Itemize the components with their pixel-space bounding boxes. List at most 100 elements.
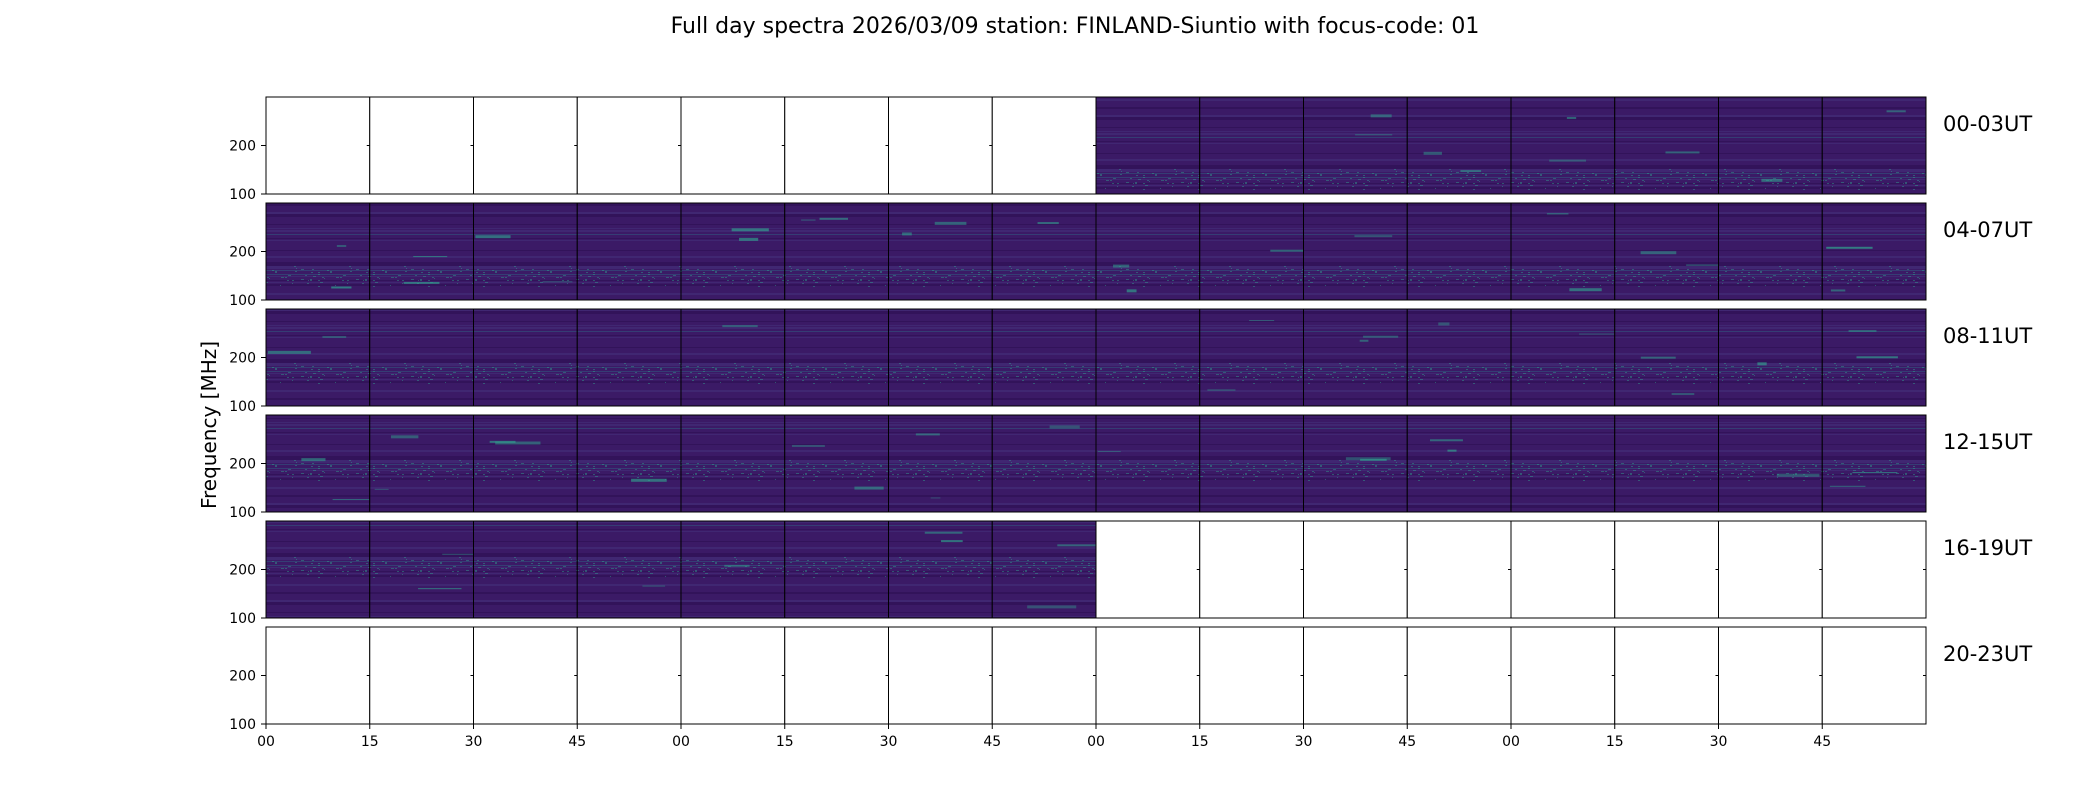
spectrum-fill: [1199, 415, 1304, 512]
spectrum-panel: [1199, 626, 1304, 725]
spectrum-fill: [473, 521, 578, 618]
spectrum-fill: [266, 309, 370, 406]
spectrum-fill: [266, 203, 370, 300]
spectrum-fill: [1614, 415, 1719, 512]
spectrum-panel: [1303, 202, 1408, 301]
emission-feature: [854, 486, 884, 490]
spectrum-panel: [1406, 96, 1512, 195]
spectrum-fill: [1511, 97, 1615, 194]
spectrum-panel: [369, 520, 474, 619]
spectrum-fill: [888, 309, 993, 406]
spectrum-panel: [1821, 520, 1927, 619]
spectrum-panel: [680, 626, 786, 725]
emission-feature: [1776, 473, 1820, 477]
empty-panel: [1511, 627, 1615, 724]
empty-panel: [577, 627, 681, 724]
empty-panel: [681, 97, 785, 194]
spectrum-panel: [888, 626, 993, 725]
spectrum-panel: [680, 202, 786, 301]
emission-feature: [1569, 288, 1602, 292]
x-tick-label: 00: [257, 734, 275, 750]
empty-panel: [369, 627, 474, 724]
emission-feature: [1097, 451, 1121, 453]
spectrum-panel: [1095, 96, 1201, 195]
emission-feature: [930, 497, 941, 499]
emission-feature: [322, 335, 347, 338]
spectrum-panel: [369, 96, 474, 195]
spectrum-panel: [991, 626, 1097, 725]
spectrum-fill: [369, 309, 474, 406]
y-tick-label: 200: [229, 669, 256, 685]
spectrum-panel: [888, 202, 993, 301]
empty-panel: [681, 627, 785, 724]
spectrum-panel: [369, 626, 474, 725]
spectrum-fill: [1303, 203, 1408, 300]
emission-feature: [1566, 116, 1577, 119]
emission-feature: [1113, 264, 1130, 268]
spectrum-fill: [266, 521, 370, 618]
row-label: 20-23UT: [1943, 642, 2032, 666]
x-tick-label: 15: [1606, 734, 1624, 750]
spectrum-panel: [1095, 202, 1201, 301]
spectrum-fill: [473, 309, 578, 406]
spectrum-panel: [784, 202, 889, 301]
emission-feature: [915, 433, 940, 436]
spectrum-panel: [1510, 626, 1616, 725]
spectrum-fill: [473, 203, 578, 300]
emission-feature: [642, 585, 666, 587]
emission-feature: [1345, 457, 1391, 461]
spectrum-fill: [577, 203, 681, 300]
emission-feature: [413, 256, 448, 258]
emission-feature: [1830, 289, 1846, 292]
spectrum-panel: [1718, 202, 1823, 301]
emission-feature: [1640, 356, 1676, 359]
empty-panel: [1303, 521, 1408, 618]
spectrum-panel: [991, 308, 1097, 407]
emission-feature: [1761, 178, 1783, 182]
emission-feature: [1360, 458, 1387, 461]
x-tick-label: 00: [672, 734, 690, 750]
emission-feature: [1546, 213, 1569, 215]
panel-frame: [1821, 308, 1927, 407]
empty-panel: [1614, 521, 1719, 618]
emission-feature: [801, 219, 816, 221]
spectrum-fill: [1407, 203, 1511, 300]
spectrum-panel: [1303, 626, 1408, 725]
panel-frame: [1821, 414, 1927, 513]
spectrum-panel: [265, 626, 371, 725]
spectrum-panel: [1510, 414, 1616, 513]
row-label: 04-07UT: [1943, 218, 2032, 242]
emission-feature: [1757, 362, 1767, 366]
emission-feature: [1852, 472, 1898, 474]
spectrum-fill: [369, 203, 474, 300]
spectrum-panel: [576, 202, 682, 301]
spectrum-fill: [681, 203, 785, 300]
y-tick-label: 200: [229, 245, 256, 261]
spectrum-panel: [576, 308, 682, 407]
spectrum-panel: [1406, 202, 1512, 301]
spectrum-panel: [1614, 414, 1719, 513]
empty-panel: [1199, 627, 1304, 724]
spectrum-fill: [992, 415, 1096, 512]
spectrum-fill: [1303, 97, 1408, 194]
spectrum-fill: [888, 415, 993, 512]
spectrum-panel: [888, 308, 993, 407]
spectrum-panel: [1095, 520, 1201, 619]
y-axis-label: Frequency [MHz]: [197, 341, 221, 509]
spectrum-panel: [369, 414, 474, 513]
spectra-row-16-19UT: 100 200 16-19UT: [229, 520, 2032, 627]
x-tick-label: 15: [1191, 734, 1209, 750]
y-tick-label: 200: [229, 351, 256, 367]
emission-feature: [1359, 339, 1369, 342]
spectrum-panel: [1303, 96, 1408, 195]
emission-feature: [791, 444, 825, 447]
emission-feature: [1848, 330, 1877, 333]
spectrum-panel: [1199, 96, 1304, 195]
spectrum-panel: [1406, 626, 1512, 725]
spectrum-panel: [991, 414, 1097, 513]
emission-feature: [1671, 393, 1695, 396]
spectra-row-00-03UT: 100 200 00-03UT: [229, 96, 2032, 203]
spectrum-panel: [1614, 202, 1719, 301]
